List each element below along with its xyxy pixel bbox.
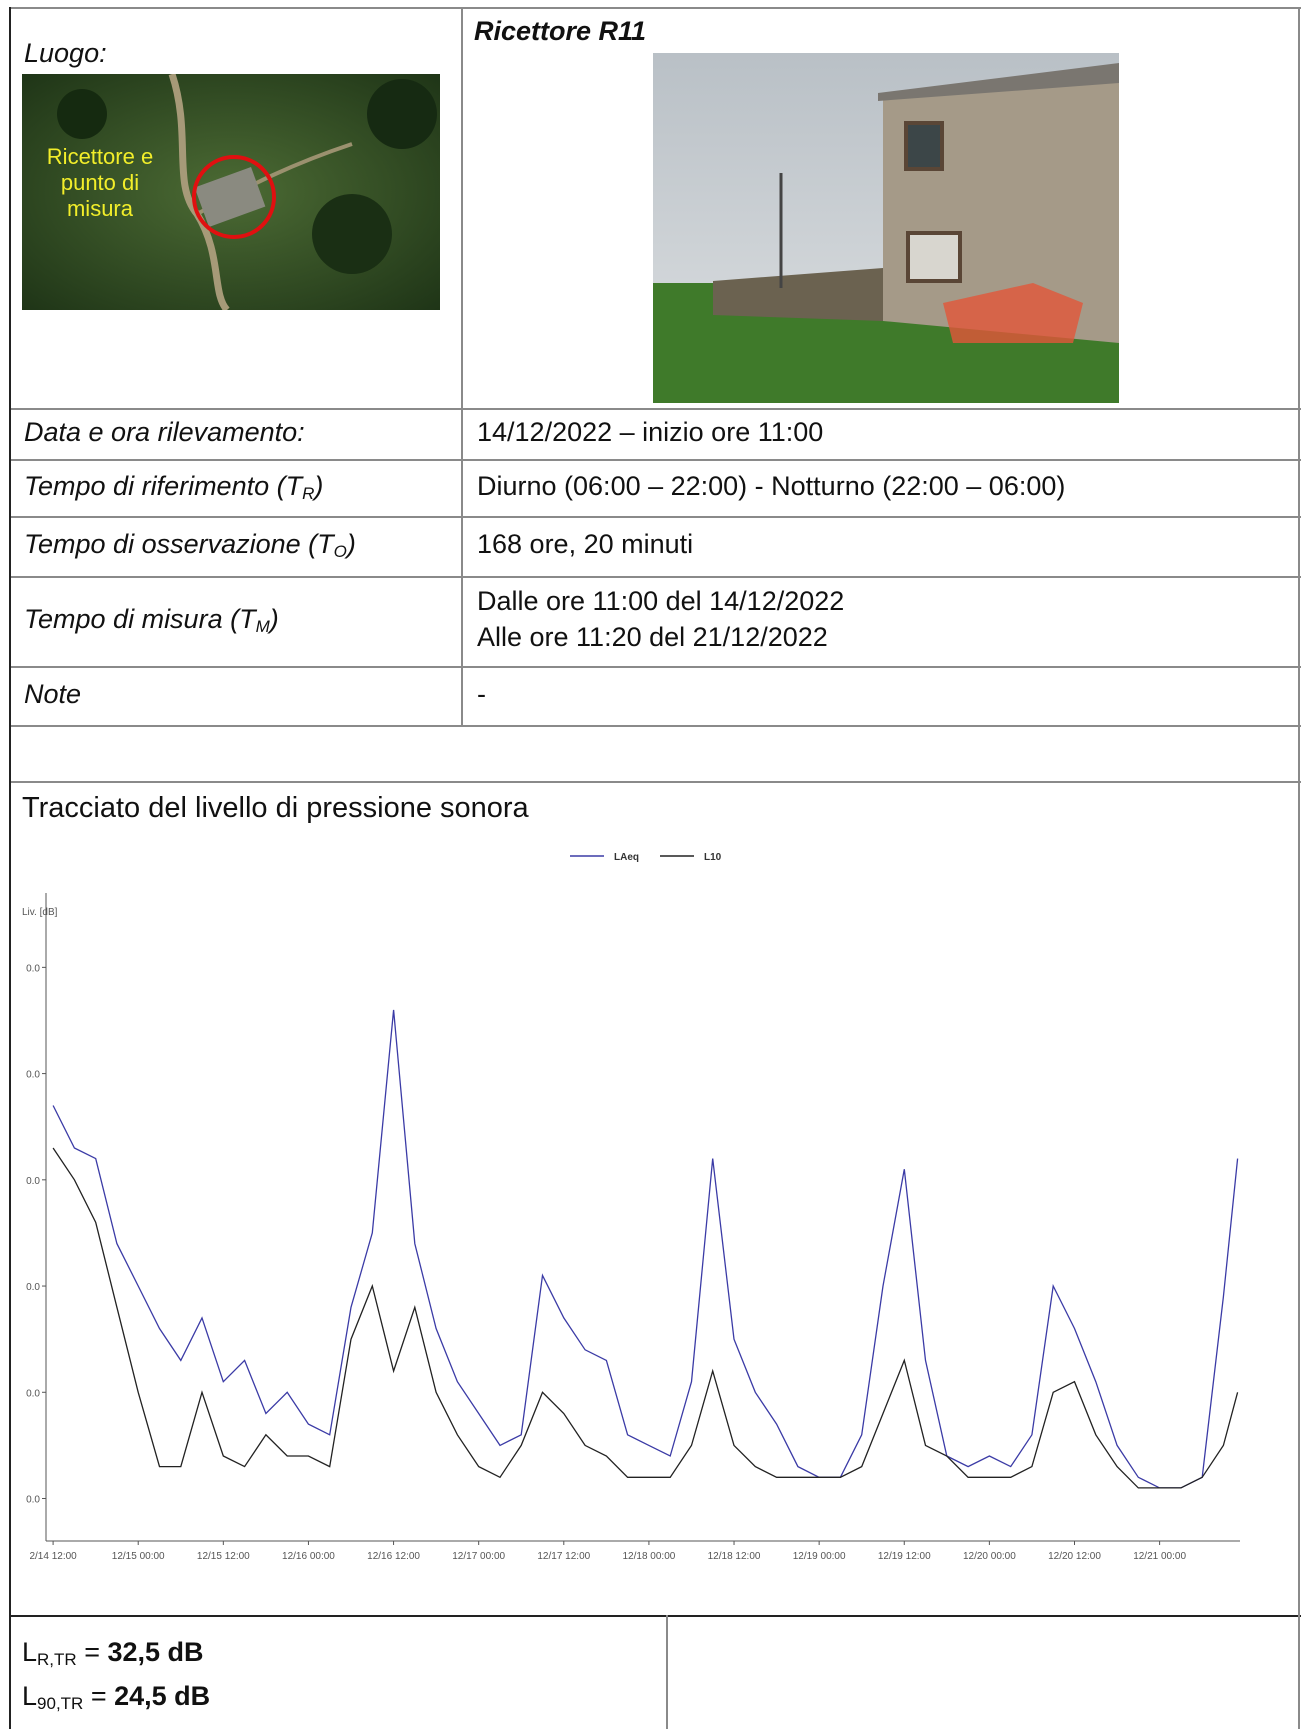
label-text: Tempo di misura (T	[24, 604, 256, 634]
x-tick-label: 12/16 12:00	[367, 1551, 420, 1562]
y-tick-label: 0.0	[26, 1495, 40, 1506]
border	[9, 666, 1301, 668]
row-value: 168 ore, 20 minuti	[477, 529, 694, 559]
label-text: Data e ora rilevamento:	[24, 416, 305, 447]
border	[9, 7, 1301, 9]
label-text: Tempo di osservazione (T	[24, 529, 334, 559]
location-label: Luogo:	[24, 38, 107, 68]
chart: Liv. [dB] 0.0 0.0 0.0 0.0 0.0 0.0 2/14 12:00 12/…	[22, 852, 1240, 1562]
series-line	[52, 1147, 1239, 1489]
row-label: Tempo di misura (TM)	[24, 604, 279, 637]
result-eq: =	[76, 1637, 108, 1667]
x-tick-label: 2/14 12:00	[29, 1551, 77, 1562]
site-photo	[653, 53, 1119, 403]
border	[9, 1615, 1301, 1617]
x-tick-label: 12/17 00:00	[452, 1551, 505, 1562]
y-tick-label: 0.0	[26, 963, 40, 974]
row-value: 14/12/2022 – inizio ore 11:00	[477, 416, 824, 447]
series-line	[52, 1009, 1239, 1489]
legend-label: LAeq	[614, 852, 639, 863]
result: LR,TR = 32,5 dB	[22, 1637, 204, 1670]
y-tick-label: 0.0	[26, 1388, 40, 1399]
label-text: )	[346, 529, 356, 559]
row-value: Alle ore 11:20 del 21/12/2022	[477, 622, 828, 652]
x-tick-label: 12/15 00:00	[112, 1551, 165, 1562]
border	[9, 725, 1301, 727]
label-text: )	[314, 470, 324, 501]
border	[1298, 7, 1300, 1729]
label-subscript: R	[302, 483, 315, 503]
section-title: Tracciato del livello di pressione sonor…	[22, 792, 529, 824]
row-value: Dalle ore 11:00 del 14/12/2022	[477, 586, 845, 616]
receptor-title: Ricettore R11	[474, 16, 647, 46]
x-tick-label: 12/18 00:00	[622, 1551, 675, 1562]
row-value: -	[477, 678, 486, 709]
border	[461, 7, 463, 727]
map-label: misura	[67, 196, 134, 221]
x-tick-label: 12/16 00:00	[282, 1551, 335, 1562]
row-value: Diurno (06:00 – 22:00) - Notturno (22:00…	[477, 470, 1066, 501]
x-tick-label: 12/19 00:00	[793, 1551, 846, 1562]
x-tick-label: 12/17 12:00	[537, 1551, 590, 1562]
result-value: 24,5 dB	[114, 1681, 211, 1711]
y-tick-label: 0.0	[26, 1282, 40, 1293]
result-symbol: L	[22, 1681, 38, 1711]
border	[666, 1615, 668, 1729]
label-text: Note	[24, 678, 82, 709]
map-label: punto di	[61, 170, 139, 195]
y-tick-label: 0.0	[26, 1070, 40, 1081]
result-eq: =	[83, 1681, 115, 1711]
label-subscript: M	[255, 617, 270, 636]
x-tick-label: 12/20 00:00	[963, 1551, 1016, 1562]
result: L90,TR = 24,5 dB	[22, 1681, 210, 1714]
x-tick-label: 12/15 12:00	[197, 1551, 250, 1562]
border	[9, 516, 1301, 518]
legend-label: L10	[704, 852, 722, 863]
map-label: Ricettore e	[47, 144, 153, 169]
result-symbol: L	[22, 1637, 38, 1667]
row-label: Tempo di riferimento (TR)	[24, 471, 323, 504]
map-image: Ricettore e punto di misura	[22, 74, 440, 310]
y-axis-label: Liv. [dB]	[22, 907, 58, 918]
border	[9, 408, 1301, 410]
label-subscript: O	[333, 542, 347, 561]
row-label: Data e ora rilevamento:	[24, 417, 305, 448]
y-tick-label: 0.0	[26, 1176, 40, 1187]
result-value: 32,5 dB	[107, 1637, 204, 1667]
result-subscript: R,TR	[37, 1650, 77, 1669]
border	[9, 781, 1301, 783]
row-label: Tempo di osservazione (TO)	[24, 529, 356, 562]
x-tick-label: 12/21 00:00	[1133, 1551, 1186, 1562]
border	[9, 576, 1301, 578]
border	[9, 7, 11, 1729]
border	[9, 459, 1301, 461]
row-label: Note	[24, 679, 81, 710]
label-text: Tempo di riferimento (T	[24, 470, 303, 501]
label-text: )	[269, 604, 279, 634]
x-tick-label: 12/19 12:00	[878, 1551, 931, 1562]
result-subscript: 90,TR	[37, 1694, 84, 1713]
x-tick-label: 12/18 12:00	[708, 1551, 761, 1562]
x-tick-label: 12/20 12:00	[1048, 1551, 1101, 1562]
